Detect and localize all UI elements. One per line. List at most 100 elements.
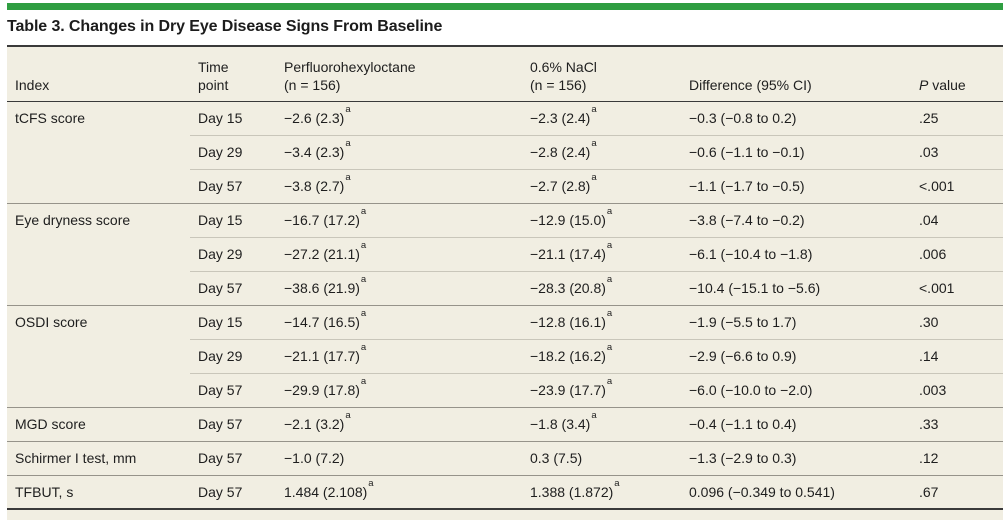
footnote-marker: a	[360, 342, 367, 354]
row-tfbut-day57: TFBUT, s Day 57 1.484 (2.108)a 1.388 (1.…	[7, 474, 1003, 509]
footnote-marker: a	[591, 410, 597, 422]
time-cell: Day 57	[190, 406, 276, 441]
footnote-marker: a	[360, 240, 367, 252]
pvalue-cell: .003	[911, 372, 1003, 407]
time-cell: Day 57	[190, 168, 276, 203]
pvalue-cell: .006	[911, 236, 1003, 271]
footnote-marker: a	[360, 206, 367, 218]
diff-cell: −2.9 (−6.6 to 0.9)	[681, 338, 911, 373]
row-osdi-day15: OSDI score Day 15 −14.7 (16.5)a −12.8 (1…	[7, 304, 1003, 407]
col-header-perfluorohexyloctane: Perfluorohexyloctane (n = 156)	[276, 46, 522, 102]
footnote-marker: a	[606, 376, 613, 388]
footnote-marker: a	[614, 478, 620, 490]
nacl-cell: −2.8 (2.4)a	[522, 134, 681, 169]
footnote-marker: a	[360, 376, 367, 388]
row-eyedryness-day57: Day 57 −38.6 (21.9)a −28.3 (20.8)a −10.4…	[7, 270, 1003, 305]
nacl-cell: −21.1 (17.4)a	[522, 236, 681, 271]
diff-cell: −1.9 (−5.5 to 1.7)	[681, 304, 911, 339]
time-cell: Day 29	[190, 338, 276, 373]
diff-cell: −10.4 (−15.1 to −5.6)	[681, 270, 911, 305]
pvalue-cell: .04	[911, 202, 1003, 237]
footnote-marker: a	[591, 138, 597, 150]
pfh-cell: −38.6 (21.9)a	[276, 270, 522, 305]
row-eyedryness-day29: Day 29 −27.2 (21.1)a −21.1 (17.4)a −6.1 …	[7, 236, 1003, 271]
pfh-cell: −1.0 (7.2)	[276, 440, 522, 475]
index-cell: tCFS score	[15, 109, 86, 126]
diff-cell: −3.8 (−7.4 to −0.2)	[681, 202, 911, 237]
pvalue-cell: .33	[911, 406, 1003, 441]
row-tcfs-day57: Day 57 −3.8 (2.7)a −2.7 (2.8)a −1.1 (−1.…	[7, 168, 1003, 203]
index-cell: OSDI score	[7, 304, 190, 407]
footnote-marker: a	[606, 342, 613, 354]
footnote-marker: a	[606, 240, 613, 252]
pfh-cell: −16.7 (17.2)a	[276, 202, 522, 237]
pfh-cell: −2.6 (2.3)a	[284, 104, 351, 126]
nacl-cell: −23.9 (17.7)a	[522, 372, 681, 407]
row-osdi-day57: Day 57 −29.9 (17.8)a −23.9 (17.7)a −6.0 …	[7, 372, 1003, 407]
header-row: Index Time point Perfluorohexyloctane (n =…	[7, 46, 1003, 102]
footnote-marker: a	[345, 172, 351, 184]
diff-cell: 0.096 (−0.349 to 0.541)	[681, 474, 911, 509]
table-title: Table 3. Changes in Dry Eye Disease Sign…	[7, 18, 443, 35]
diff-cell: −1.3 (−2.9 to 0.3)	[681, 440, 911, 475]
footnote-marker: a	[345, 410, 351, 422]
footnote-marker: a	[606, 274, 613, 286]
col-header-p-value: P value	[911, 46, 1003, 102]
table-block: Table 3. Changes in Dry Eye Disease Sign…	[7, 0, 1003, 520]
nacl-cell: −2.3 (2.4)a	[530, 104, 597, 126]
pfh-cell: −14.7 (16.5)a	[276, 304, 522, 339]
row-osdi-day29: Day 29 −21.1 (17.7)a −18.2 (16.2)a −2.9 …	[7, 338, 1003, 373]
time-cell: Day 57	[190, 440, 276, 475]
pvalue-cell: .14	[911, 338, 1003, 373]
nacl-cell: −1.8 (3.4)a	[522, 406, 681, 441]
footnote-marker: a	[591, 172, 597, 184]
time-cell: Day 29	[190, 134, 276, 169]
nacl-cell: −2.7 (2.8)a	[522, 168, 681, 203]
footnote-marker: a	[606, 206, 613, 218]
accent-bar	[7, 3, 1003, 10]
col-header-index: Index	[7, 46, 190, 102]
nacl-cell: −18.2 (16.2)a	[522, 338, 681, 373]
time-cell: Day 57	[190, 270, 276, 305]
pvalue-cell: .67	[911, 474, 1003, 509]
diff-cell: −6.1 (−10.4 to −1.8)	[681, 236, 911, 271]
time-cell: Day 29	[190, 236, 276, 271]
time-cell: Day 57	[190, 372, 276, 407]
diff-cell: −0.6 (−1.1 to −0.1)	[681, 134, 911, 169]
results-table: Index Time point Perfluorohexyloctane (n =…	[7, 45, 1003, 510]
pfh-cell: −3.8 (2.7)a	[276, 168, 522, 203]
footnote-marker: a	[606, 308, 613, 320]
row-schirmer-day57: Schirmer I test, mm Day 57 −1.0 (7.2) 0.…	[7, 440, 1003, 475]
nacl-cell: −12.8 (16.1)a	[522, 304, 681, 339]
time-cell: Day 15	[190, 304, 276, 339]
diff-cell: −6.0 (−10.0 to −2.0)	[681, 372, 911, 407]
index-cell: MGD score	[7, 406, 190, 441]
time-cell: Day 57	[190, 474, 276, 509]
pfh-cell: −29.9 (17.8)a	[276, 372, 522, 407]
footnote-marker: a	[345, 104, 351, 116]
col-header-nacl: 0.6% NaCl (n = 156)	[522, 46, 681, 102]
diff-cell: −1.1 (−1.7 to −0.5)	[681, 168, 911, 203]
row-tcfs-day15: tCFS score Day 15 −2.6 (2.3)a −2.3 (2.4)…	[7, 101, 1003, 135]
index-cell: Schirmer I test, mm	[7, 440, 190, 475]
pfh-cell: −21.1 (17.7)a	[276, 338, 522, 373]
nacl-cell: −12.9 (15.0)a	[522, 202, 681, 237]
footnote-marker: a	[345, 138, 351, 150]
pfh-cell: −3.4 (2.3)a	[276, 134, 522, 169]
time-cell: Day 15	[198, 110, 243, 126]
row-mgd-day57: MGD score Day 57 −2.1 (3.2)a −1.8 (3.4)a…	[7, 406, 1003, 441]
row-eyedryness-day15: Eye dryness score Day 15 −16.7 (17.2)a −…	[7, 202, 1003, 305]
col-header-difference: Difference (95% CI)	[681, 46, 911, 102]
diff-cell: −0.4 (−1.1 to 0.4)	[681, 406, 911, 441]
pvalue-cell: .30	[911, 304, 1003, 339]
footnote-marker: a	[591, 104, 597, 116]
pvalue-cell: <.001	[911, 168, 1003, 203]
pvalue-cell: .25	[919, 110, 939, 126]
pfh-cell: 1.484 (2.108)a	[276, 474, 522, 509]
index-cell: TFBUT, s	[7, 474, 190, 509]
pfh-cell: −27.2 (21.1)a	[276, 236, 522, 271]
diff-cell: −0.3 (−0.8 to 0.2)	[689, 110, 797, 126]
row-tcfs-day29: Day 29 −3.4 (2.3)a −2.8 (2.4)a −0.6 (−1.…	[7, 134, 1003, 169]
pvalue-cell: <.001	[911, 270, 1003, 305]
